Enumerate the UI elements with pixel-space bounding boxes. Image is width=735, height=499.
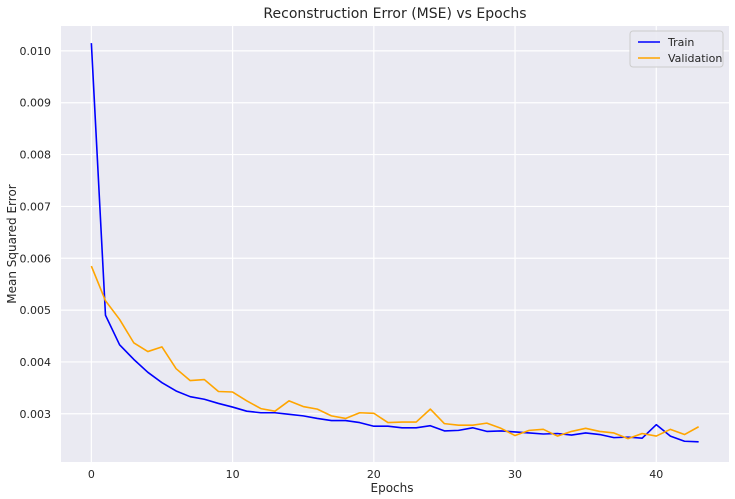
y-tick-label: 0.006 (20, 252, 52, 265)
legend-label-train: Train (667, 36, 694, 49)
y-axis-label: Mean Squared Error (5, 184, 19, 304)
y-tick-label: 0.010 (20, 45, 52, 58)
y-tick-labels: 0.003 0.004 0.005 0.006 0.007 0.008 0.009 0.010 (20, 45, 52, 421)
x-tick-label: 10 (226, 468, 240, 481)
y-tick-label: 0.009 (20, 97, 52, 110)
series-lines (90, 43, 700, 443)
legend-label-validation: Validation (668, 52, 722, 65)
series-line-validation (90, 265, 700, 440)
plot-background (61, 26, 729, 462)
chart-title: Reconstruction Error (MSE) vs Epochs (263, 6, 526, 22)
x-tick-label: 0 (88, 468, 95, 481)
x-tick-labels: 0 10 20 30 40 (88, 468, 663, 481)
y-tick-label: 0.004 (20, 356, 52, 369)
y-tick-label: 0.007 (20, 200, 52, 213)
grid (61, 26, 729, 462)
x-tick-label: 40 (649, 468, 663, 481)
y-tick-label: 0.008 (20, 149, 52, 162)
y-tick-label: 0.003 (20, 408, 52, 421)
y-tick-label: 0.005 (20, 304, 52, 317)
x-tick-label: 20 (367, 468, 381, 481)
x-tick-label: 30 (508, 468, 522, 481)
x-axis-label: Epochs (371, 481, 414, 495)
legend: Train Validation (629, 30, 724, 68)
series-line-train (90, 43, 699, 443)
